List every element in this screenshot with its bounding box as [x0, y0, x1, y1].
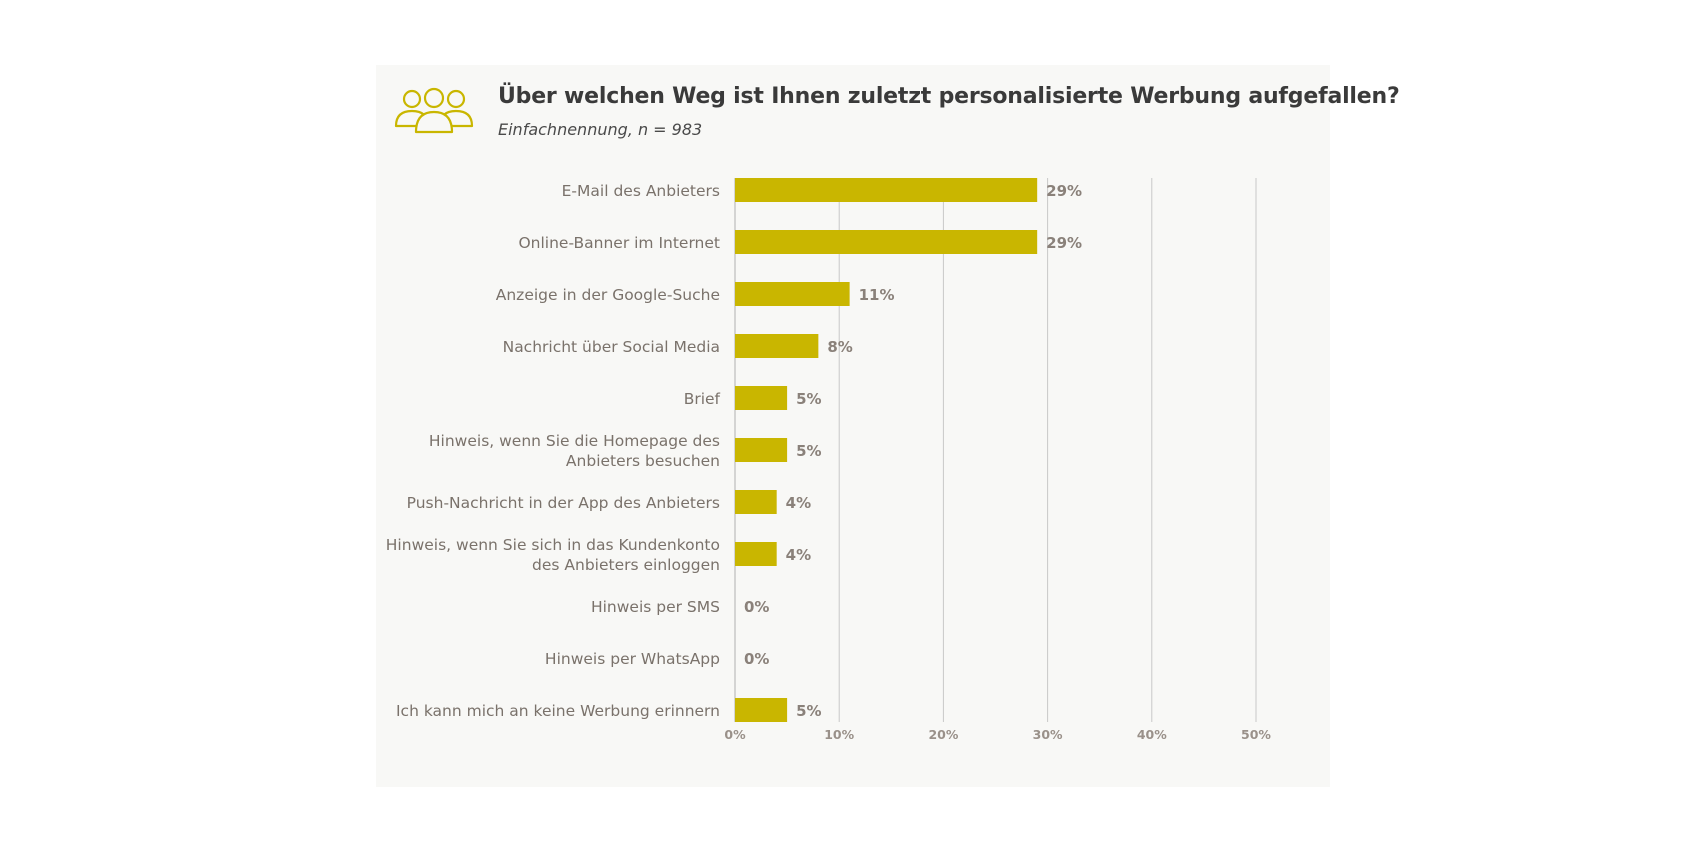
bar — [735, 282, 850, 306]
bar — [735, 698, 788, 722]
category-label-line: Brief — [684, 390, 721, 408]
value-label: 29% — [1046, 234, 1082, 252]
chart-title: Über welchen Weg ist Ihnen zuletzt perso… — [498, 84, 1400, 109]
x-tick-label: 40% — [1137, 727, 1167, 742]
value-label: 0% — [744, 598, 769, 616]
category-label: Hinweis per WhatsApp — [545, 650, 720, 668]
category-label-line: Anbieters besuchen — [566, 452, 720, 470]
bar — [735, 334, 819, 358]
category-label: Push-Nachricht in der App des Anbieters — [407, 494, 720, 512]
value-label: 4% — [786, 546, 811, 564]
bar — [735, 542, 777, 566]
category-label: Nachricht über Social Media — [503, 338, 720, 356]
category-label-line: Hinweis, wenn Sie sich in das Kundenkont… — [386, 536, 720, 554]
bar — [735, 490, 777, 514]
category-label-line: Hinweis per SMS — [591, 598, 720, 616]
category-label-line: Online-Banner im Internet — [518, 234, 720, 252]
value-label: 5% — [796, 702, 821, 720]
x-tick-label: 20% — [928, 727, 958, 742]
category-label-line: Push-Nachricht in der App des Anbieters — [407, 494, 720, 512]
chart-subtitle: Einfachnennung, n = 983 — [498, 120, 703, 139]
value-label: 0% — [744, 650, 769, 668]
category-label-line: E-Mail des Anbieters — [562, 182, 720, 200]
value-label: 29% — [1046, 182, 1082, 200]
category-label-line: Hinweis, wenn Sie die Homepage des — [429, 432, 720, 450]
category-label: Hinweis per SMS — [591, 598, 720, 616]
x-tick-label: 30% — [1033, 727, 1063, 742]
category-label: Brief — [684, 390, 721, 408]
value-label: 11% — [859, 286, 895, 304]
value-label: 5% — [796, 390, 821, 408]
people-group-icon — [394, 87, 474, 134]
bar — [735, 386, 788, 410]
x-tick-label: 10% — [824, 727, 854, 742]
x-tick-label: 0% — [724, 727, 746, 742]
category-label-line: Nachricht über Social Media — [503, 338, 720, 356]
value-label: 8% — [827, 338, 852, 356]
category-label-line: Hinweis per WhatsApp — [545, 650, 720, 668]
category-label-line: Ich kann mich an keine Werbung erinnern — [396, 702, 720, 720]
category-label-line: Anzeige in der Google-Suche — [496, 286, 720, 304]
category-label: Online-Banner im Internet — [518, 234, 720, 252]
value-label: 5% — [796, 442, 821, 460]
category-label: Ich kann mich an keine Werbung erinnern — [396, 702, 720, 720]
bar — [735, 230, 1038, 254]
category-label: Anzeige in der Google-Suche — [496, 286, 720, 304]
category-label: Hinweis, wenn Sie die Homepage des Anbiet… — [429, 432, 720, 470]
category-label: Hinweis, wenn Sie sich in das Kundenkont… — [386, 536, 720, 574]
x-tick-label: 50% — [1241, 727, 1271, 742]
category-label-line: des Anbieters einloggen — [532, 556, 720, 574]
value-label: 4% — [786, 494, 811, 512]
bar — [735, 438, 788, 462]
category-label: E-Mail des Anbieters — [562, 182, 720, 200]
bar — [735, 178, 1038, 202]
